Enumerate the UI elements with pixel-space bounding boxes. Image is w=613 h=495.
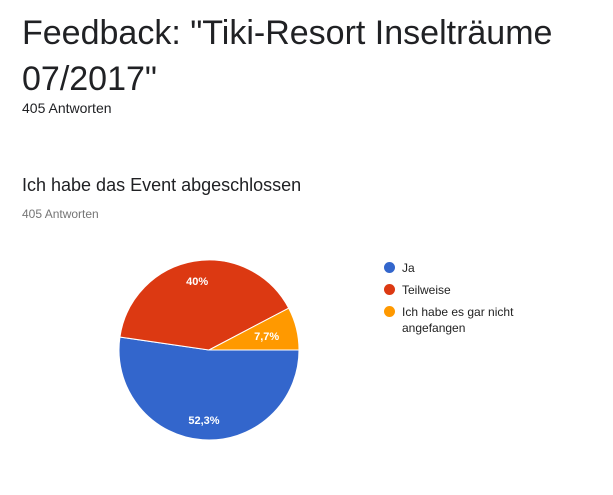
legend-swatch	[384, 306, 395, 317]
pie-slice-3	[208, 307, 300, 351]
question-response-count: 405 Antworten	[22, 207, 99, 221]
legend-item-3: Ich habe es gar nicht angefangen	[384, 304, 554, 336]
legend-label: Teilweise	[402, 283, 451, 297]
form-title: Feedback: "Tiki-Resort Inselträume 07/20…	[22, 14, 553, 98]
legend-item-2: Teilweise	[384, 282, 554, 298]
legend-item-1: Ja	[384, 260, 554, 276]
chart-legend: Ja Teilweise Ich habe es gar nicht angefan…	[384, 260, 554, 342]
pie-slice-label-3: 7,7%	[254, 331, 279, 343]
legend-label: Ja	[402, 261, 415, 275]
pie-slice-1	[118, 336, 300, 441]
pie-slice-label-2: 40%	[186, 276, 208, 288]
legend-label: Ich habe es gar nicht angefangen	[402, 305, 514, 335]
pie-slice-label-1: 52,3%	[188, 415, 219, 427]
question-title: Ich habe das Event abgeschlossen	[22, 175, 302, 195]
pie-slice-2	[119, 259, 290, 351]
pie-chart: 52,3% 40% 7,7%	[118, 259, 300, 441]
form-response-count: 405 Antworten	[22, 100, 112, 116]
legend-swatch	[384, 262, 395, 273]
legend-swatch	[384, 284, 395, 295]
